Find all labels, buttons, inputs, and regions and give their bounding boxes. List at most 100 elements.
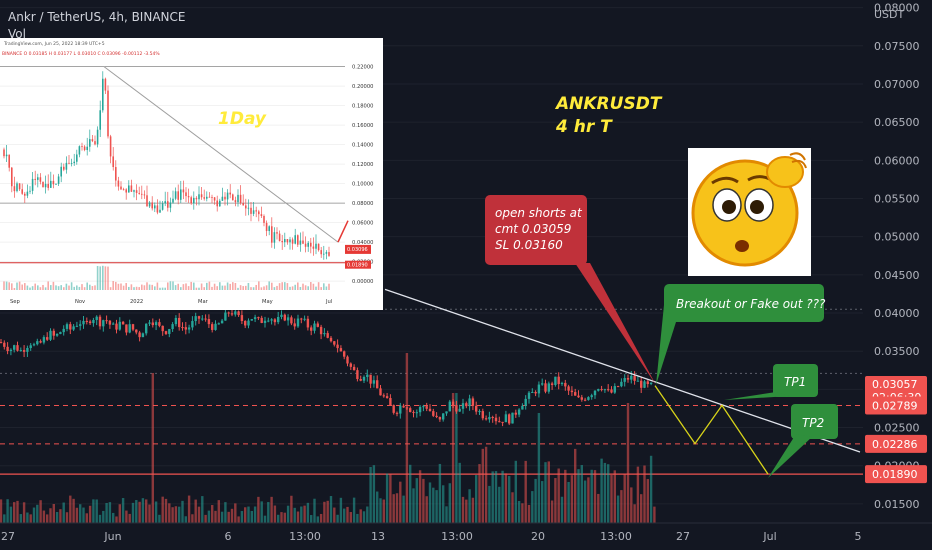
inset-volume xyxy=(3,281,5,290)
inset-breakout-arrow xyxy=(337,220,349,243)
volume-bar xyxy=(534,478,537,523)
volume-bar xyxy=(121,498,125,523)
inset-candle-body xyxy=(47,183,49,188)
inset-candle-body xyxy=(307,242,309,247)
inset-candle-body xyxy=(172,198,174,203)
inset-candle-body xyxy=(297,235,299,245)
candle-body xyxy=(399,405,402,414)
inset-volume xyxy=(315,286,317,290)
volume-bar xyxy=(92,499,95,523)
candle-body xyxy=(372,380,376,384)
inset-candle-body xyxy=(73,161,75,164)
candle-body xyxy=(418,406,422,413)
inset-candle-body xyxy=(44,183,47,188)
inset-candle-body xyxy=(263,215,265,223)
volume-bar xyxy=(168,503,171,523)
inset-candle-body xyxy=(247,207,250,209)
inset-tick-label: 0.14000 xyxy=(352,143,373,149)
inset-candle-body xyxy=(117,180,120,187)
volume-bar xyxy=(379,498,382,523)
inset-candle-body xyxy=(219,200,221,207)
candle-body xyxy=(425,406,428,409)
candles xyxy=(0,308,653,427)
volume-bar xyxy=(428,482,432,523)
inset-candle-body xyxy=(273,232,276,243)
volume-bar xyxy=(392,494,395,523)
candle-body xyxy=(6,346,9,352)
inset-volume xyxy=(5,281,8,290)
volume-bar xyxy=(471,497,475,523)
inset-candle-body xyxy=(164,201,166,204)
inset-volume xyxy=(120,283,122,290)
inset-candle-body xyxy=(13,186,16,192)
volume-bar xyxy=(323,501,326,523)
volume-bar xyxy=(445,506,448,523)
volume-bar xyxy=(359,509,362,523)
candle-body xyxy=(319,326,323,335)
inset-volume xyxy=(245,285,247,290)
inset-candle-body xyxy=(148,202,151,207)
inset-volume xyxy=(286,283,289,290)
inset-candle-body xyxy=(250,207,252,214)
volume-bar xyxy=(577,469,580,523)
inset-volume xyxy=(219,282,221,290)
level-price-tag xyxy=(865,465,927,484)
inset-volume xyxy=(73,286,75,290)
emoji-mouth xyxy=(735,240,749,252)
inset-candle-body xyxy=(130,185,133,192)
inset-volume xyxy=(39,287,42,290)
inset-candle-body xyxy=(60,166,62,177)
inset-candle-body xyxy=(63,166,65,170)
volume-bar xyxy=(217,500,220,523)
candle-body xyxy=(620,381,623,387)
inset-candle-body xyxy=(18,183,21,190)
candle-body xyxy=(435,415,438,418)
volume-bar xyxy=(349,512,352,523)
volume-bar xyxy=(280,512,283,523)
candle-body xyxy=(395,412,399,414)
emoji-pupil-left xyxy=(722,200,736,214)
current-price-text: 0.03057 xyxy=(872,378,918,391)
volume-bar xyxy=(616,495,620,523)
candle-body xyxy=(564,382,567,387)
candle-body xyxy=(508,414,511,424)
inset-volume xyxy=(278,283,281,290)
candle-body xyxy=(22,350,26,352)
inset-volume xyxy=(268,281,270,290)
candle-body xyxy=(151,322,154,326)
candle-body xyxy=(194,316,197,322)
candle-body xyxy=(461,403,465,409)
inset-candle-body xyxy=(128,185,130,193)
inset-candle-body xyxy=(237,194,239,203)
candle-body xyxy=(537,384,541,394)
inset-volume xyxy=(83,287,86,290)
candle-body xyxy=(359,378,362,381)
inset-candle-body xyxy=(182,189,185,193)
candle-body xyxy=(178,317,181,328)
volume-bar xyxy=(564,469,567,523)
candle-body xyxy=(494,417,498,422)
candle-body xyxy=(352,366,356,371)
candle-body xyxy=(290,317,293,324)
inset-volume xyxy=(250,287,252,290)
inset-candle-body xyxy=(291,239,294,244)
candle-body xyxy=(465,403,468,407)
volume-bar xyxy=(154,501,158,523)
inset-volume xyxy=(99,266,101,290)
candle-body xyxy=(514,412,517,415)
volume-bar xyxy=(537,413,541,523)
volume-bar xyxy=(570,475,574,523)
candle-body xyxy=(211,324,214,330)
symbol-line: Ankr / TetherUS, 4h, BINANCE xyxy=(8,10,186,24)
inset-volume xyxy=(122,285,125,290)
inset-volume xyxy=(263,286,265,290)
inset-time-label: 2022 xyxy=(130,299,143,305)
level-price-text: 0.02286 xyxy=(872,438,918,451)
volume-bar xyxy=(362,511,366,523)
inset-tick-label: 0.00000 xyxy=(352,279,373,285)
volume-bar xyxy=(125,510,128,523)
candle-body xyxy=(527,392,531,399)
shorts-line-1: open shorts at xyxy=(495,206,583,220)
inset-candle-body xyxy=(21,189,23,194)
candle-body xyxy=(517,409,521,415)
